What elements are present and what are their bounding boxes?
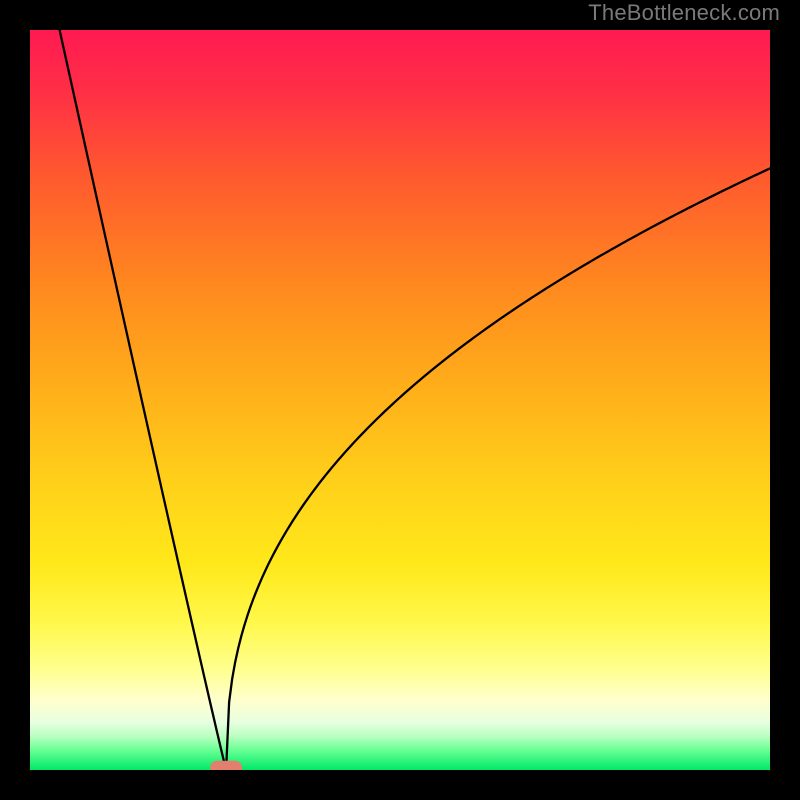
watermark-text: TheBottleneck.com: [588, 0, 780, 26]
bottleneck-chart: [0, 0, 800, 800]
